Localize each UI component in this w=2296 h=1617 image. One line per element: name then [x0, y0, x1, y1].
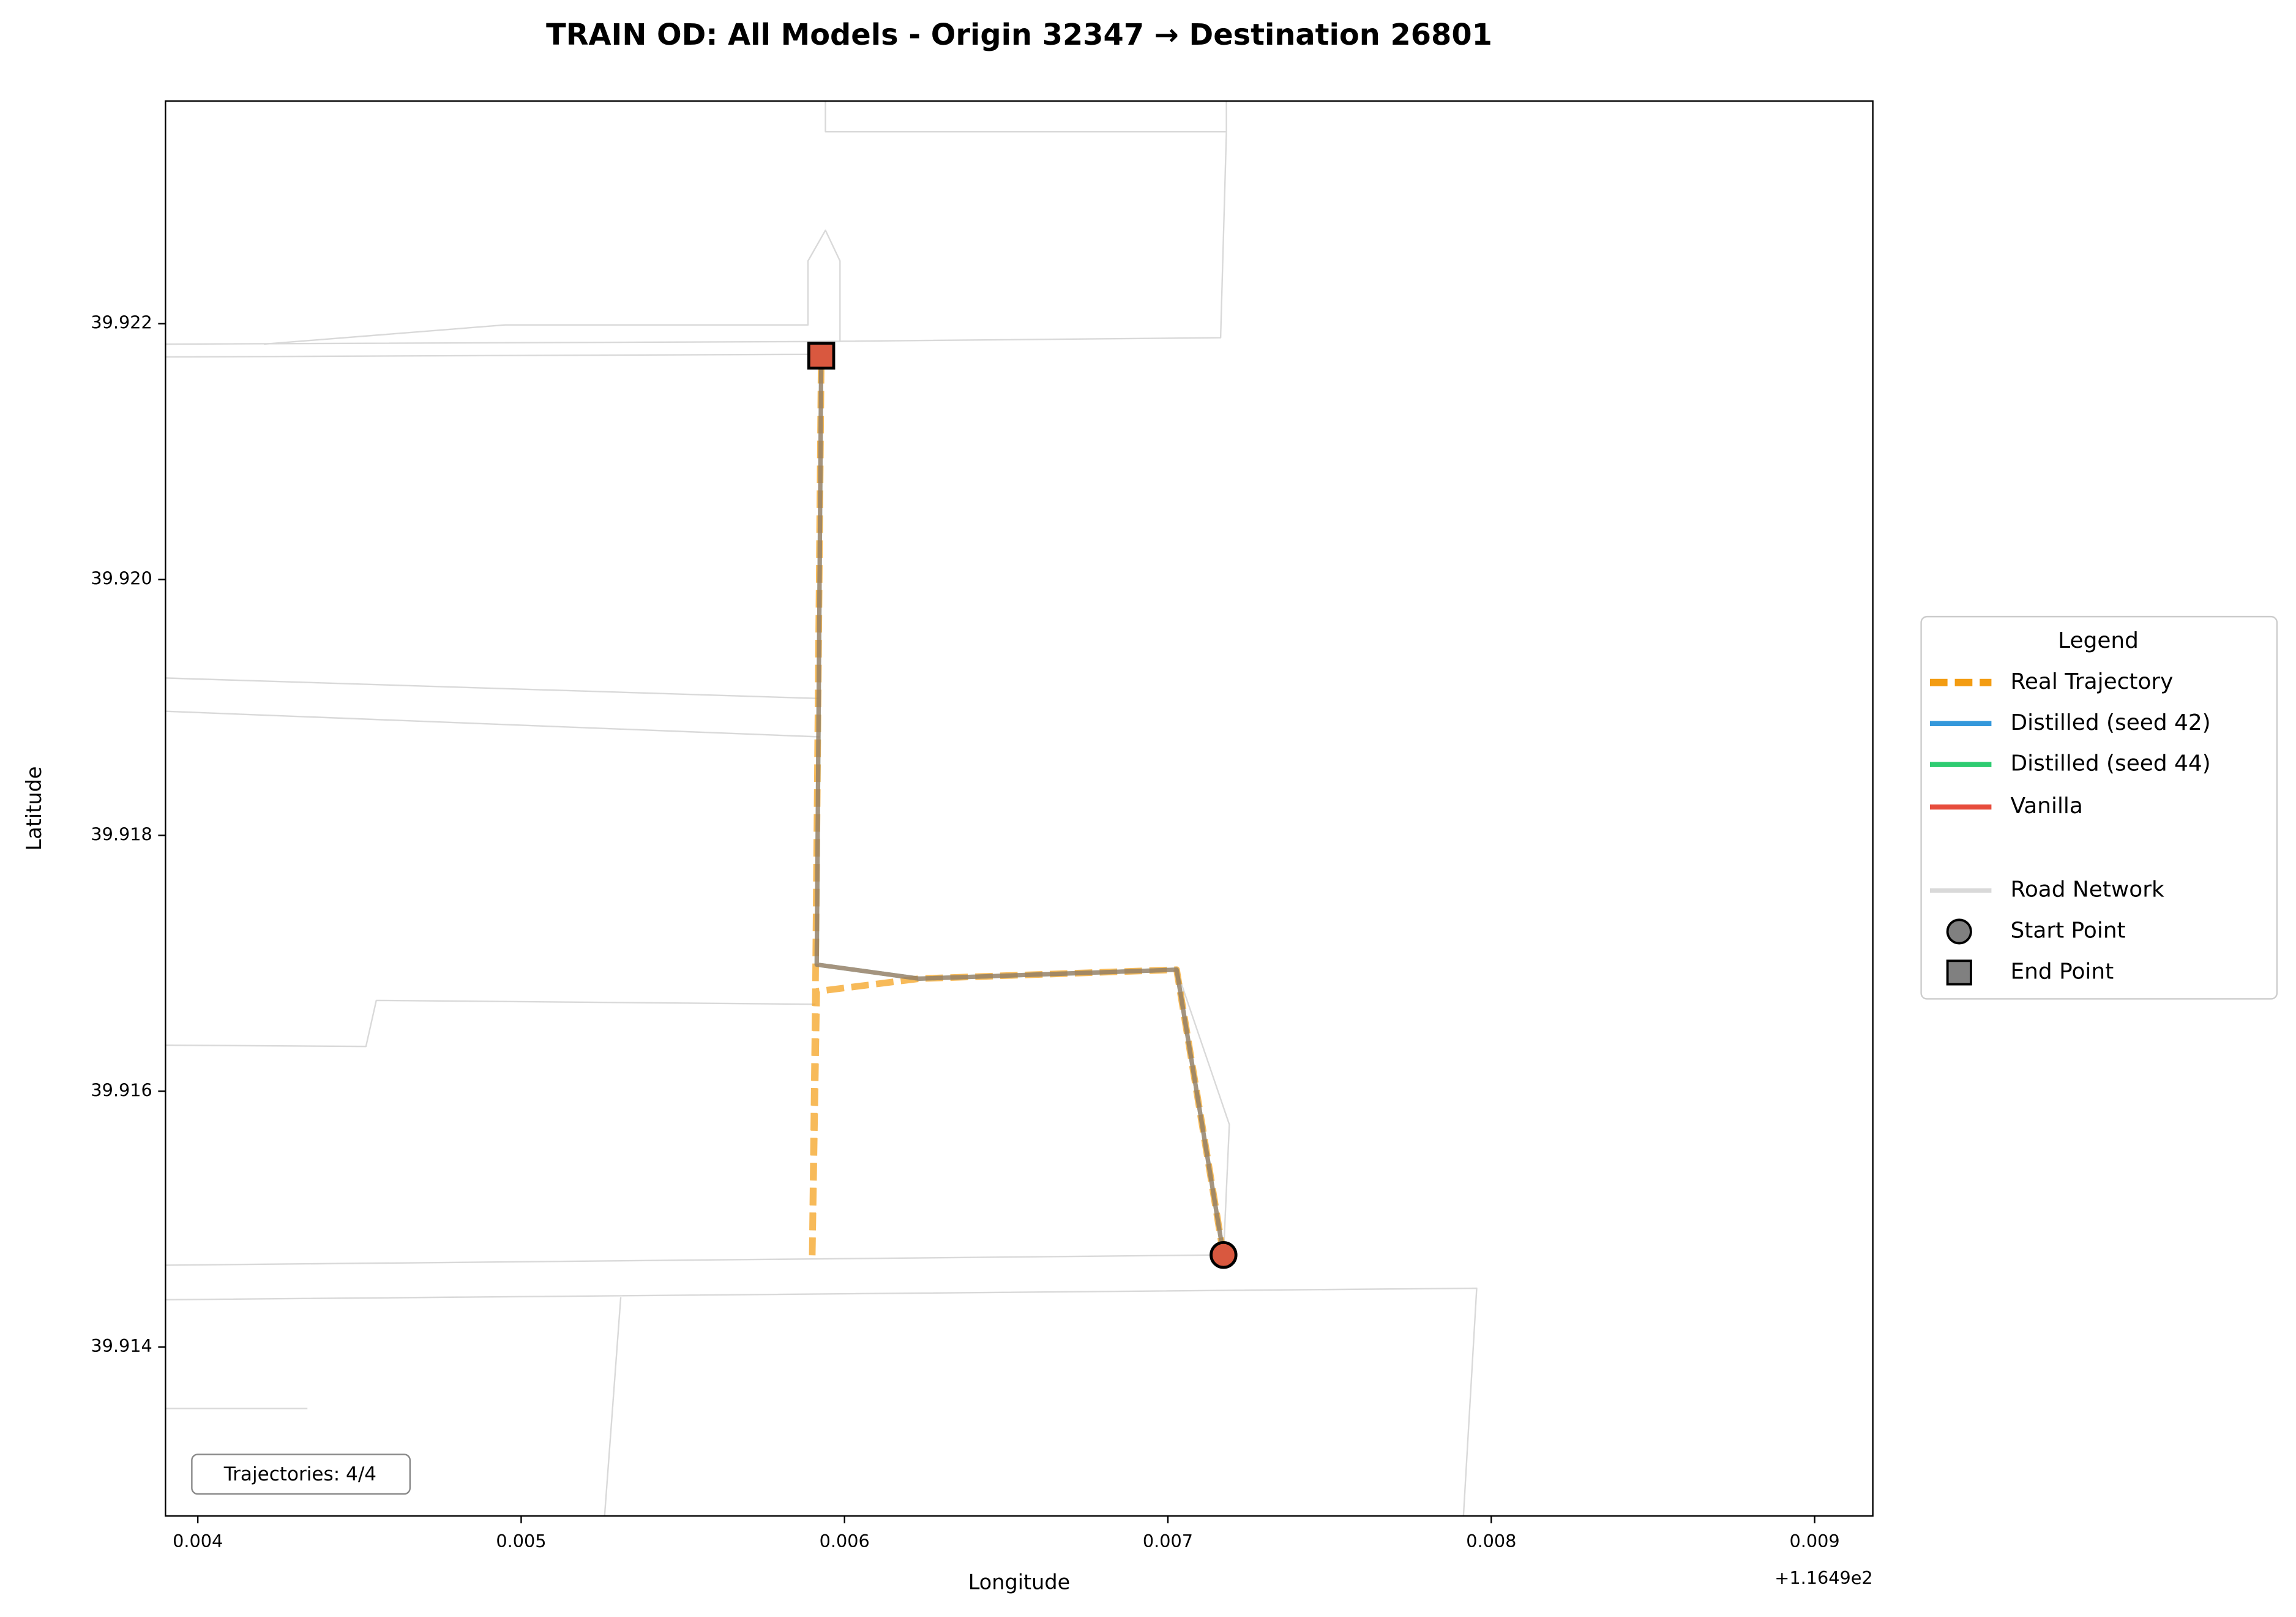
y-tick-label: 39.922: [91, 312, 152, 333]
x-axis-label: Longitude: [968, 1570, 1071, 1594]
y-tick-label: 39.914: [91, 1335, 152, 1356]
x-tick-label: 0.005: [496, 1531, 546, 1551]
legend-label: Real Trajectory: [2011, 669, 2174, 694]
road: [604, 1297, 622, 1516]
road: [1176, 969, 1230, 1255]
road: [165, 101, 1227, 345]
road: [165, 353, 809, 358]
x-tick-label: 0.006: [820, 1531, 870, 1551]
legend-title: Legend: [2058, 628, 2139, 653]
legend-marker: [1946, 959, 1972, 986]
road: [263, 229, 841, 345]
legend-label: Distilled (seed 44): [2011, 751, 2211, 776]
annotation-box: [191, 1454, 411, 1495]
plot-area: [165, 101, 1478, 1516]
road: [165, 1254, 1224, 1266]
annotation: Trajectories: 4/4: [223, 1463, 376, 1485]
legend-marker: [1946, 918, 1972, 945]
legend-label: Start Point: [2011, 918, 2126, 943]
y-tick-label: 39.916: [91, 1079, 152, 1100]
road: [165, 1287, 1478, 1516]
x-tick-label: 0.004: [173, 1531, 223, 1551]
trajectory-line: [814, 355, 1226, 1256]
legend-label: Road Network: [2011, 877, 2164, 902]
overlay: [807, 342, 1238, 1269]
x-offset-label: +1.1649e2: [1774, 1567, 1872, 1588]
trajectory-line: [814, 355, 1226, 1256]
y-tick-label: 39.918: [91, 824, 152, 844]
plot-frame: [165, 100, 1874, 1517]
legend-box: [1920, 615, 2278, 1000]
x-tick-label: 0.009: [1789, 1531, 1839, 1551]
start-point: [1210, 1240, 1238, 1269]
legend-label: End Point: [2011, 959, 2114, 984]
road: [165, 999, 816, 1048]
end-point: [807, 342, 836, 370]
x-tick-label: 0.007: [1143, 1531, 1193, 1551]
trajectory-line: [814, 355, 1226, 1256]
road: [165, 710, 820, 738]
x-tick-label: 0.008: [1466, 1531, 1516, 1551]
trajectory-line: [809, 355, 1227, 1262]
chart-title: TRAIN OD: All Models - Origin 32347 → De…: [546, 18, 1492, 52]
legend-label: Vanilla: [2011, 793, 2083, 819]
legend-label: Distilled (seed 42): [2011, 710, 2211, 735]
road: [165, 677, 820, 700]
y-axis-label: Latitude: [22, 767, 46, 851]
y-tick-label: 39.920: [91, 568, 152, 588]
